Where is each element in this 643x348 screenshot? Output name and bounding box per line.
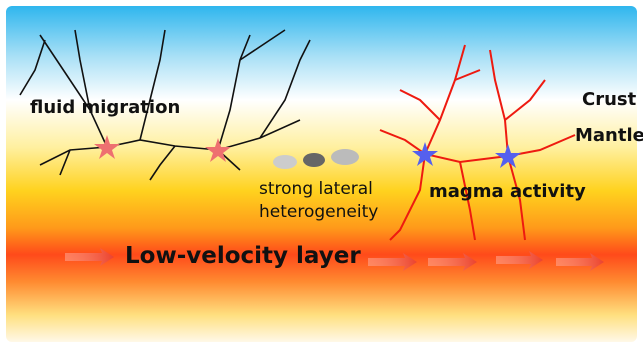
fluid-label: fluid migration	[30, 97, 180, 118]
magma-label: magma activity	[429, 181, 586, 202]
mantle-label: Mantle	[575, 125, 643, 146]
diagram: fluid migration Crust Mantle strong late…	[0, 0, 643, 348]
page: fluid migration Crust Mantle strong late…	[0, 0, 643, 348]
background	[6, 6, 637, 342]
heterogeneity-line: heterogeneity	[259, 202, 378, 222]
crust-label: Crust	[582, 89, 637, 110]
heterogeneity-line: strong lateral	[259, 179, 373, 199]
lvl-label: Low-velocity layer	[125, 243, 361, 269]
